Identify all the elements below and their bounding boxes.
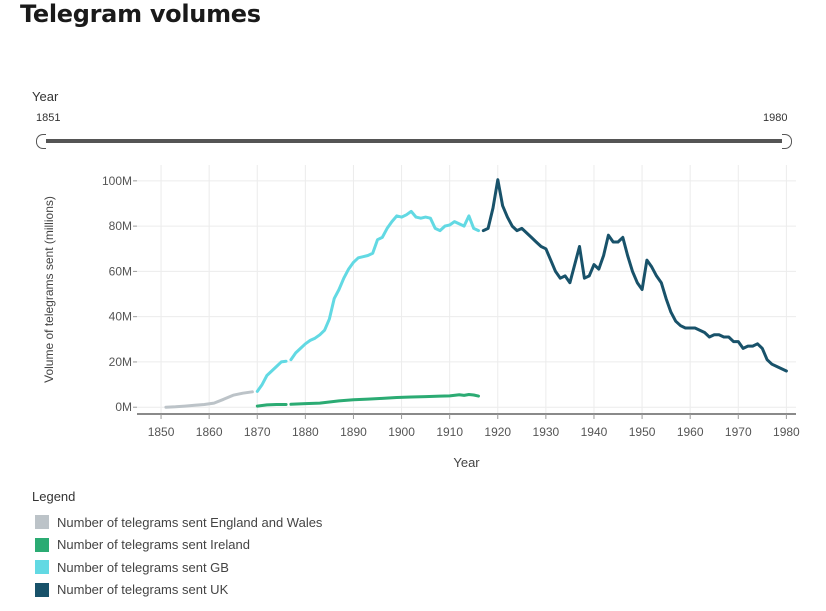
grid-lines (137, 165, 796, 414)
legend-label-england-wales: Number of telegrams sent England and Wal… (57, 514, 323, 530)
y-tick-label: 40M (109, 310, 132, 324)
year-slider-label: Year (32, 89, 59, 104)
series-line-3[interactable] (481, 178, 788, 373)
legend-label-gb: Number of telegrams sent GB (57, 559, 229, 575)
x-tick-label: 1960 (677, 425, 704, 439)
legend-item-uk[interactable]: Number of telegrams sent UK (35, 579, 322, 602)
legend-swatch-ireland (35, 537, 49, 552)
x-tick-label: 1890 (340, 425, 367, 439)
y-tick-label: 80M (109, 219, 132, 233)
x-tick-label: 1950 (629, 425, 656, 439)
legend-label-uk: Number of telegrams sent UK (57, 582, 229, 598)
legend-swatch-england-wales (35, 515, 49, 530)
x-axis-label: Year (453, 455, 480, 470)
series-line-1[interactable] (289, 393, 480, 406)
y-tick-label: 20M (109, 355, 132, 369)
legend: Number of telegrams sent England and Wal… (35, 511, 322, 601)
legend-swatch-uk (35, 582, 49, 597)
series-line-2[interactable] (289, 209, 480, 362)
x-tick-label: 1980 (773, 425, 800, 439)
y-tick-label: 60M (109, 264, 132, 278)
series-line-1[interactable] (255, 403, 288, 408)
x-axis-ticks: 1850 1860 1870 1880 1890 1900 1910 1920 1930 1940… (148, 414, 800, 439)
series-line-2[interactable] (255, 359, 288, 393)
x-tick-label: 1850 (148, 425, 175, 439)
y-tick-label: 0M (115, 400, 132, 414)
year-slider-min: 1851 (36, 112, 61, 124)
x-tick-label: 1920 (484, 425, 511, 439)
x-tick-label: 1870 (244, 425, 271, 439)
year-slider-track[interactable] (40, 139, 790, 143)
page-title: Telegram volumes (20, 0, 261, 28)
y-tick-label: 100M (102, 174, 132, 188)
x-tick-label: 1860 (196, 425, 223, 439)
legend-item-ireland[interactable]: Number of telegrams sent Ireland (35, 534, 322, 557)
y-axis-label: Volume of telegrams sent (millions) (42, 196, 56, 383)
year-slider-max: 1980 (763, 112, 788, 124)
legend-swatch-gb (35, 560, 49, 575)
legend-item-gb[interactable]: Number of telegrams sent GB (35, 556, 322, 579)
year-slider-end-handle[interactable] (782, 134, 792, 149)
year-slider-start-handle[interactable] (36, 134, 46, 149)
legend-label-ireland: Number of telegrams sent Ireland (57, 537, 250, 553)
legend-title: Legend (32, 489, 76, 504)
x-tick-label: 1910 (436, 425, 463, 439)
x-tick-label: 1930 (533, 425, 560, 439)
legend-item-england-wales[interactable]: Number of telegrams sent England and Wal… (35, 511, 322, 534)
series-lines (164, 178, 788, 409)
x-tick-label: 1940 (581, 425, 608, 439)
series-line-0[interactable] (164, 390, 254, 409)
x-tick-label: 1970 (725, 425, 752, 439)
x-tick-label: 1880 (292, 425, 319, 439)
y-axis-ticks: 0M 20M 40M 60M 80M 100M (102, 174, 137, 414)
x-tick-label: 1900 (388, 425, 415, 439)
